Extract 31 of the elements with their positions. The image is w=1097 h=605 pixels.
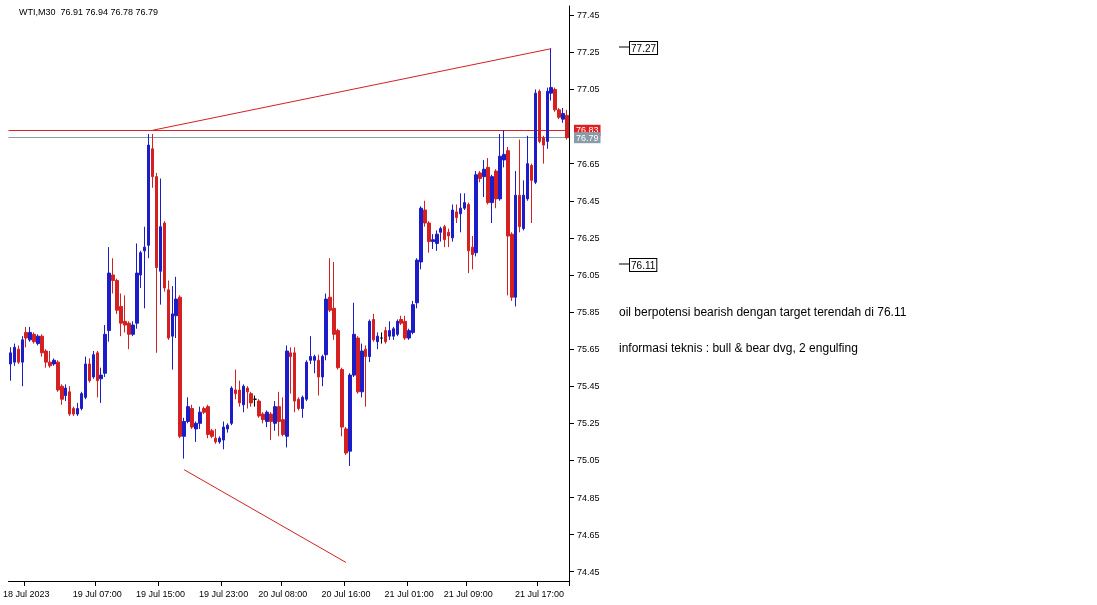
y-tick-label: 76.65 — [577, 158, 600, 169]
ref-line-label: 76.83 — [576, 125, 599, 136]
text: 76.11 — [631, 259, 656, 271]
x-tick-label: 18 Jul 2023 — [2, 588, 50, 599]
y-tick-label: 74.45 — [577, 566, 600, 577]
text: informasi teknis : bull & bear dvg, 2 engulfing — [619, 341, 858, 355]
text: 77.27 — [631, 42, 657, 54]
chart-title: WTI,M30 76.91 76.94 76.78 76.79 — [19, 6, 159, 17]
y-tick-label: 77.25 — [577, 47, 600, 58]
y-tick-label: 75.45 — [577, 381, 600, 392]
y-tick-label: 75.65 — [577, 344, 600, 355]
x-tick-label: 20 Jul 08:00 — [258, 588, 308, 599]
x-tick-label: 19 Jul 23:00 — [199, 588, 249, 599]
x-tick-label: 21 Jul 01:00 — [384, 588, 434, 599]
x-tick-label: 19 Jul 15:00 — [135, 588, 185, 599]
text: oil berpotensi bearish dengan target terendah di 76.11 — [619, 305, 907, 319]
x-tick-label: 19 Jul 07:00 — [72, 588, 122, 599]
x-tick-label: 21 Jul 09:00 — [443, 588, 493, 599]
y-tick-label: 75.25 — [577, 418, 600, 429]
y-tick-label: 77.45 — [577, 10, 600, 21]
y-tick-label: 76.45 — [577, 195, 600, 206]
y-tick-label: 76.25 — [577, 232, 600, 243]
ref-line-label: 76.79 — [576, 132, 599, 143]
y-tick-label: 74.85 — [577, 492, 600, 503]
y-tick-label: 77.05 — [577, 84, 600, 95]
y-tick-label: 75.85 — [577, 307, 600, 318]
x-tick-label: 21 Jul 17:00 — [514, 588, 564, 599]
y-tick-label: 75.05 — [577, 455, 600, 466]
x-tick-label: 20 Jul 16:00 — [321, 588, 371, 599]
y-tick-label: 76.05 — [577, 269, 600, 280]
y-tick-label: 74.65 — [577, 529, 600, 540]
